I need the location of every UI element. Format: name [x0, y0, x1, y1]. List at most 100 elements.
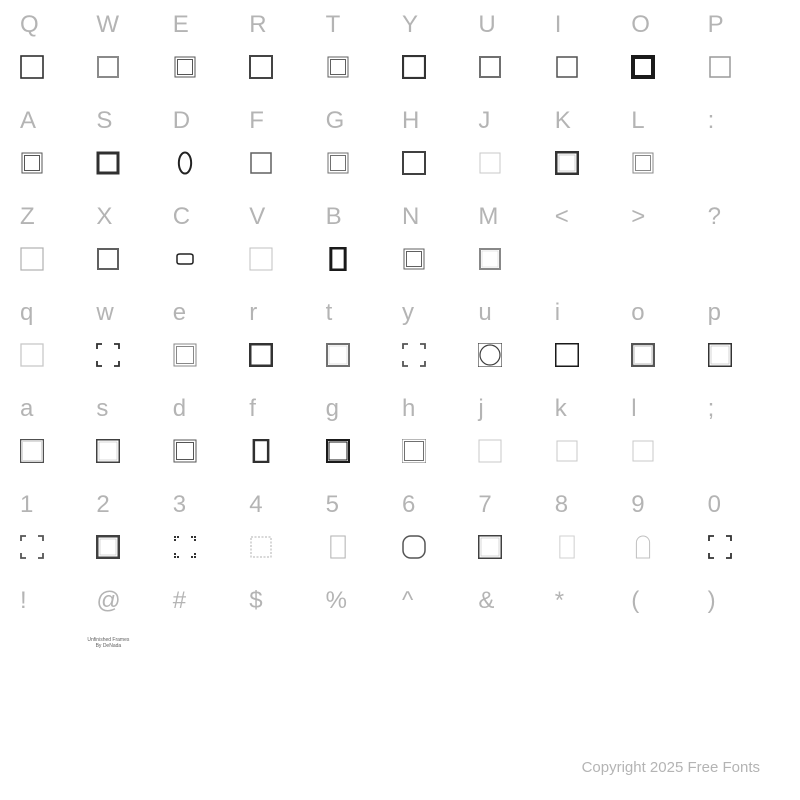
char-label: e — [171, 292, 247, 334]
glyph-frame-icon — [326, 55, 350, 79]
char-label: L — [629, 100, 705, 142]
char-label: s — [94, 388, 170, 430]
char-label: > — [629, 196, 705, 238]
char-label: V — [247, 196, 323, 238]
glyph-frame-icon — [249, 439, 273, 463]
char-label: < — [553, 196, 629, 238]
char-label: ( — [629, 580, 705, 622]
glyph-frame-icon — [326, 343, 350, 367]
glyph-frame-icon — [631, 151, 655, 175]
char-label: X — [94, 196, 170, 238]
glyph-frame-icon — [249, 151, 273, 175]
glyph-cell — [324, 46, 400, 88]
glyph-cell — [629, 334, 705, 376]
char-label: 4 — [247, 484, 323, 526]
glyph-frame-icon — [631, 343, 655, 367]
glyph-frame-icon — [249, 55, 273, 79]
glyph-frame-icon — [555, 439, 579, 463]
char-label: t — [324, 292, 400, 334]
char-label: a — [18, 388, 94, 430]
char-label: k — [553, 388, 629, 430]
char-label: * — [553, 580, 629, 622]
glyph-cell — [171, 430, 247, 472]
glyph-cell — [247, 334, 323, 376]
glyph-cell — [171, 46, 247, 88]
char-label: j — [476, 388, 552, 430]
char-row-pair: 1234567890 — [18, 484, 782, 568]
char-row-pair: ASDFGHJKL: — [18, 100, 782, 184]
char-label: U — [476, 4, 552, 46]
char-label: q — [18, 292, 94, 334]
glyph-frame-icon — [249, 343, 273, 367]
glyph-frame-icon — [20, 535, 44, 559]
char-row-pair: asdfghjkl; — [18, 388, 782, 472]
glyph-cell — [553, 46, 629, 88]
glyph-cell — [476, 430, 552, 472]
glyph-cell — [18, 238, 94, 280]
glyph-cell — [553, 238, 629, 280]
glyph-cell — [629, 622, 705, 664]
char-row-pair: qwertyuiop — [18, 292, 782, 376]
glyph-frame-icon — [20, 343, 44, 367]
char-label: 6 — [400, 484, 476, 526]
character-map: QWERTYUIOPASDFGHJKL:ZXCVBNM<>?qwertyuiop… — [0, 0, 800, 664]
glyph-cell — [247, 622, 323, 664]
glyph-cell — [476, 622, 552, 664]
glyph-frame-icon — [173, 631, 197, 655]
char-label: M — [476, 196, 552, 238]
glyph-frame-icon — [96, 55, 120, 79]
glyph-frame-icon — [96, 247, 120, 271]
glyph-cell — [400, 46, 476, 88]
glyph-frame-icon — [708, 55, 732, 79]
char-row-pair: ZXCVBNM<>? — [18, 196, 782, 280]
glyph-cell — [171, 238, 247, 280]
char-label: O — [629, 4, 705, 46]
glyph-cell — [171, 142, 247, 184]
glyph-cell — [706, 142, 782, 184]
glyph-cell — [324, 238, 400, 280]
char-label: p — [706, 292, 782, 334]
char-label: K — [553, 100, 629, 142]
char-label: H — [400, 100, 476, 142]
char-label: r — [247, 292, 323, 334]
char-label: C — [171, 196, 247, 238]
char-label: d — [171, 388, 247, 430]
glyph-cell — [629, 238, 705, 280]
char-row-pair: !@#$%^&*()Unfinished Frames By DeNada — [18, 580, 782, 664]
char-label: T — [324, 4, 400, 46]
char-label: ^ — [400, 580, 476, 622]
glyph-cell — [476, 526, 552, 568]
glyph-frame-icon — [173, 439, 197, 463]
glyph-cell — [94, 334, 170, 376]
glyph-cell — [18, 526, 94, 568]
glyph-cell — [553, 334, 629, 376]
glyph-frame-icon — [96, 439, 120, 463]
glyph-cell — [400, 622, 476, 664]
glyph-frame-icon — [20, 247, 44, 271]
glyph-frame-icon — [555, 151, 579, 175]
char-label: ! — [18, 580, 94, 622]
glyph-frame-icon — [555, 343, 579, 367]
glyph-frame-icon — [631, 535, 655, 559]
glyph-frame-icon — [173, 535, 197, 559]
glyph-frame-icon — [478, 631, 502, 655]
char-label: y — [400, 292, 476, 334]
char-label: 5 — [324, 484, 400, 526]
glyph-frame-icon — [555, 55, 579, 79]
char-label: & — [476, 580, 552, 622]
char-label: g — [324, 388, 400, 430]
glyph-frame-icon — [173, 247, 197, 271]
char-label: @ — [94, 580, 170, 622]
glyph-frame-icon — [478, 535, 502, 559]
glyph-cell — [476, 142, 552, 184]
glyph-cell — [629, 526, 705, 568]
char-label: h — [400, 388, 476, 430]
glyph-cell — [171, 334, 247, 376]
char-label: 7 — [476, 484, 552, 526]
glyph-cell — [706, 526, 782, 568]
glyph-cell — [247, 238, 323, 280]
glyph-frame-icon — [631, 439, 655, 463]
char-label: f — [247, 388, 323, 430]
glyph-cell — [629, 142, 705, 184]
glyph-cell — [18, 46, 94, 88]
